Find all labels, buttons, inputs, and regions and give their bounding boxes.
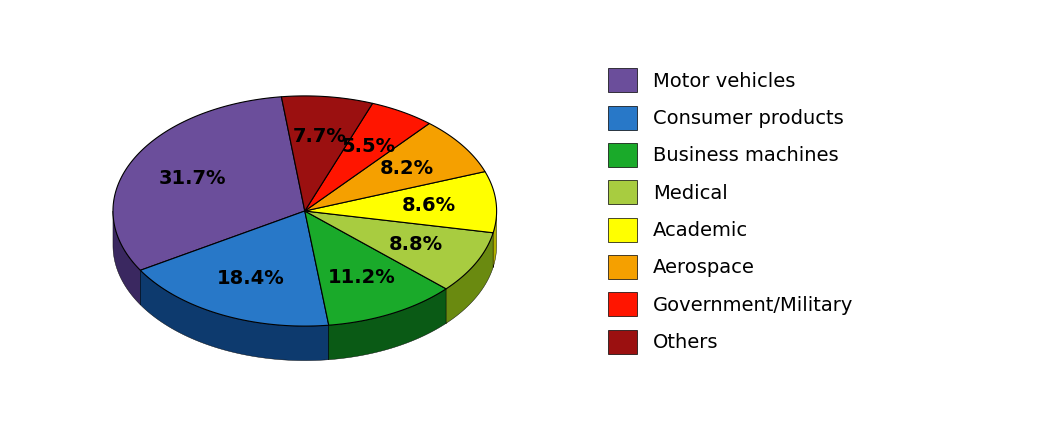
Polygon shape: [305, 211, 446, 323]
Polygon shape: [141, 270, 329, 361]
Text: 8.6%: 8.6%: [403, 195, 456, 214]
Legend: Motor vehicles, Consumer products, Business machines, Medical, Academic, Aerospa: Motor vehicles, Consumer products, Busin…: [598, 59, 863, 363]
Polygon shape: [305, 211, 493, 267]
Polygon shape: [112, 97, 305, 270]
Polygon shape: [141, 211, 305, 305]
Polygon shape: [305, 103, 429, 211]
Polygon shape: [305, 211, 446, 323]
Polygon shape: [305, 211, 493, 289]
Polygon shape: [112, 211, 141, 305]
Text: 31.7%: 31.7%: [159, 169, 226, 188]
Text: 7.7%: 7.7%: [293, 127, 347, 146]
Polygon shape: [305, 124, 485, 211]
Polygon shape: [141, 211, 305, 305]
Polygon shape: [305, 172, 497, 233]
Text: 5.5%: 5.5%: [342, 137, 395, 156]
Text: 18.4%: 18.4%: [217, 269, 284, 288]
Polygon shape: [305, 211, 329, 360]
Polygon shape: [141, 211, 329, 326]
Polygon shape: [329, 289, 446, 360]
Polygon shape: [305, 211, 446, 325]
Polygon shape: [282, 96, 372, 211]
Text: 8.8%: 8.8%: [389, 235, 444, 254]
Polygon shape: [493, 211, 497, 267]
Polygon shape: [305, 211, 493, 267]
Text: 8.2%: 8.2%: [380, 159, 434, 178]
Polygon shape: [446, 233, 493, 323]
Text: 11.2%: 11.2%: [328, 268, 396, 287]
Polygon shape: [305, 211, 329, 360]
